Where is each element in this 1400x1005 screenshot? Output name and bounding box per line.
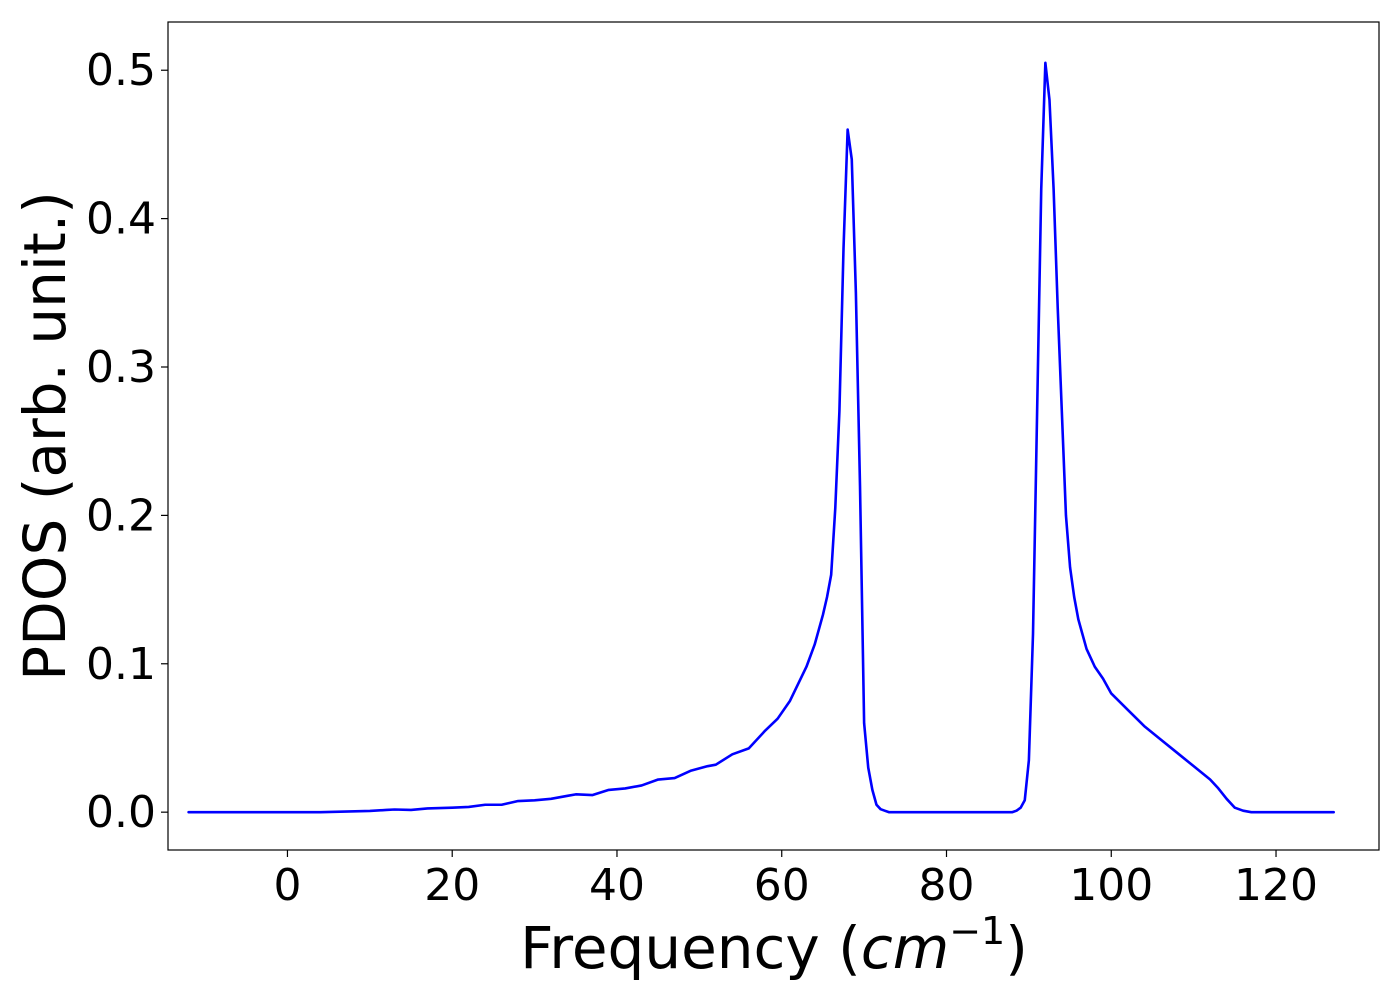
x-axis-label: Frequency (cm−1) [520,909,1028,982]
x-axis-label-unit: cm [861,914,949,982]
x-axis-label-exponent: −1 [949,909,1005,953]
x-tick-label: 60 [754,860,810,911]
x-tick-label: 100 [1069,860,1153,911]
x-tick-label: 40 [589,860,645,911]
y-tick-label: 0.5 [86,45,156,96]
x-tick-label: 0 [273,860,301,911]
x-tick-label: 120 [1234,860,1318,911]
y-axis-ticks: 0.0 0.1 0.2 0.3 0.4 0.5 [86,45,168,838]
plot-area-frame [167,21,1380,851]
x-tick-label: 20 [424,860,480,911]
y-tick-label: 0.1 [86,639,156,690]
pdos-series-line [187,61,1335,814]
x-axis-label-main: Frequency ( [520,914,861,982]
x-axis-label-close: ) [1005,914,1028,982]
x-axis-ticks: 0 20 40 60 80 100 120 [273,850,1318,911]
y-tick-label: 0.2 [86,490,156,541]
y-tick-label: 0.0 [86,787,156,838]
y-tick-label: 0.4 [86,194,156,245]
y-tick-label: 0.3 [86,342,156,393]
x-tick-label: 80 [919,860,975,911]
y-axis-label: PDOS (arb. unit.) [11,191,79,681]
